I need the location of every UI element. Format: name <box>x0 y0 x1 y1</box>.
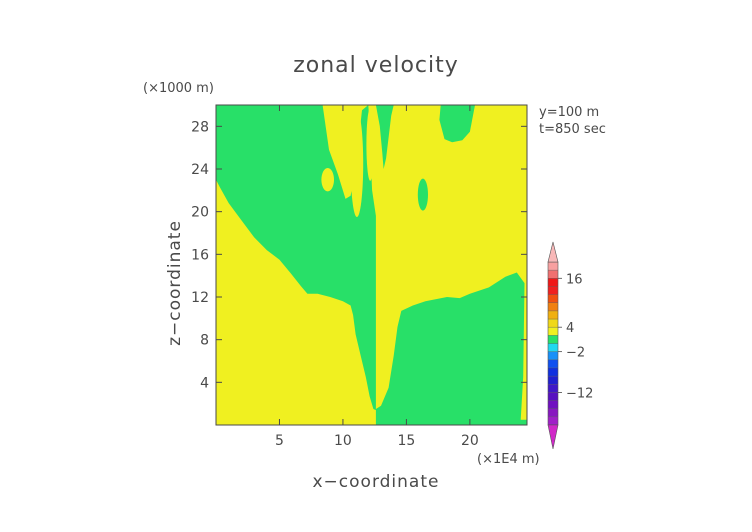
colorbar-band <box>548 367 558 377</box>
colorbar: 16 4 −2 −12 <box>547 241 593 450</box>
colorbar-band <box>548 384 558 393</box>
x-axis-ticks: 5 10 15 20 <box>275 105 479 449</box>
upper-center-negative-region <box>375 105 394 169</box>
right-negative-region <box>375 272 527 425</box>
colorbar-band <box>548 343 558 352</box>
colorbar-band <box>548 302 558 311</box>
y-tick-label: 20 <box>191 205 209 221</box>
colorbar-tick-label: −2 <box>566 346 585 361</box>
colorbar-band <box>548 262 558 271</box>
x-axis-label: x−coordinate <box>313 472 440 492</box>
y-axis-ticks: 4 8 12 16 20 24 28 <box>191 119 527 391</box>
colorbar-tick-label: −12 <box>566 386 593 401</box>
colorbar-band <box>548 335 558 344</box>
x-tick-label: 5 <box>275 433 284 449</box>
chart-title: zonal velocity <box>293 53 459 78</box>
island-c <box>366 108 375 181</box>
colorbar-band <box>548 359 558 368</box>
x-unit-label: (×1E4 m) <box>477 452 540 467</box>
colorbar-over-arrow <box>547 241 559 263</box>
colorbar-band <box>548 327 558 336</box>
island-d <box>417 178 428 211</box>
y-tick-label: 28 <box>191 119 209 135</box>
colorbar-band <box>548 294 558 303</box>
colorbar-band <box>548 319 558 328</box>
x-tick-label: 10 <box>334 433 352 449</box>
y-unit-label: (×1000 m) <box>143 81 214 96</box>
upper-right-negative-region <box>439 105 475 143</box>
colorbar-band <box>548 278 558 287</box>
colorbar-band <box>548 400 558 409</box>
colorbar-tick-label: 4 <box>566 321 574 336</box>
y-tick-label: 16 <box>191 247 209 263</box>
colorbar-band <box>548 286 558 295</box>
island-b <box>350 110 364 217</box>
annotation-t: t=850 sec <box>539 122 606 137</box>
island-a <box>321 168 335 192</box>
colorbar-band <box>548 376 558 385</box>
colorbar-band <box>548 392 558 401</box>
colorbar-band <box>548 416 558 425</box>
plot-area <box>216 105 527 425</box>
y-tick-label: 8 <box>200 333 209 349</box>
colorbar-tick-label: 16 <box>566 272 583 287</box>
colorbar-under-arrow <box>547 424 559 450</box>
colorbar-band <box>548 270 558 279</box>
y-tick-label: 24 <box>191 162 209 178</box>
annotation-y: y=100 m <box>539 105 599 120</box>
y-tick-label: 4 <box>200 375 209 391</box>
colorbar-band <box>548 310 558 320</box>
x-tick-label: 20 <box>461 433 479 449</box>
colorbar-band <box>548 351 558 360</box>
left-negative-region <box>216 105 376 411</box>
y-axis-label: z−coordinate <box>165 220 185 346</box>
colorbar-band <box>548 408 558 417</box>
y-tick-label: 12 <box>191 290 209 306</box>
plot-frame <box>215 104 528 426</box>
x-tick-label: 15 <box>397 433 415 449</box>
